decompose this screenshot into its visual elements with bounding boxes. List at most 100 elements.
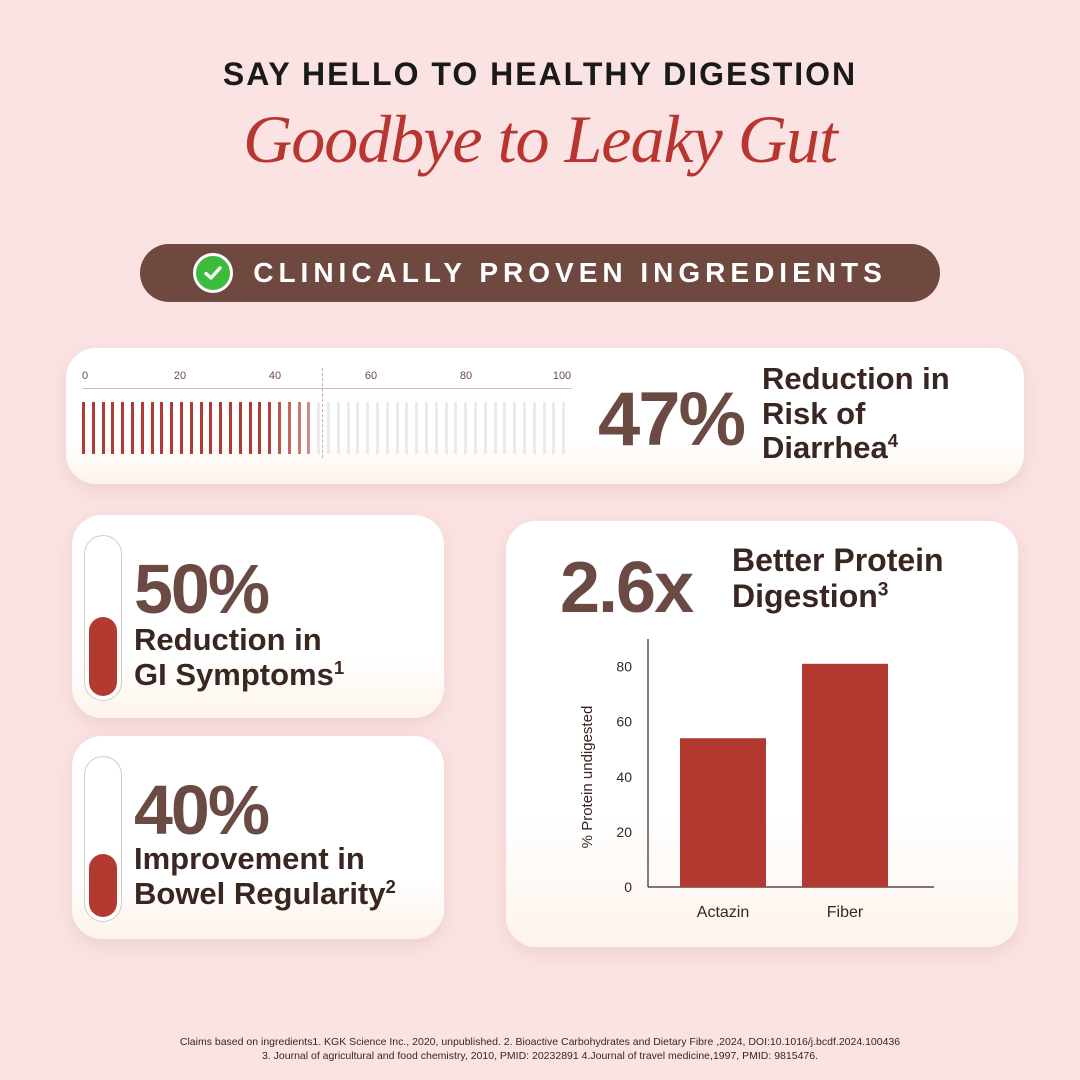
diarrhea-stat-description: Reduction in Risk of Diarrhea4 [762,361,950,466]
percent-tick [91,402,95,454]
desc-line: Reduction in [762,361,950,396]
percent-tick [434,402,438,454]
desc-line: GI Symptoms1 [134,656,345,693]
bar-actazin [680,738,766,887]
desc-line: Digestion3 [732,577,944,615]
desc-line: Better Protein [732,542,944,578]
y-axis-label: % Protein undigested [579,706,596,849]
reference-number: 2 [385,875,396,897]
percent-tick [542,402,546,454]
reference-number: 4 [887,430,899,452]
percent-tick-bar [82,402,572,454]
x-tick-label: Fiber [827,904,864,921]
desc-line: Risk of [762,395,866,431]
percent-tick [425,402,428,454]
y-tick-label: 20 [616,824,632,840]
scale-marker [322,368,323,458]
percent-tick [170,402,174,454]
percent-tick [121,402,125,454]
percent-tick [552,402,556,454]
y-tick-label: 60 [616,714,632,730]
percent-tick [82,402,85,454]
footnote-line: 3. Journal of agricultural and food chem… [261,1049,819,1062]
y-tick-label: 40 [616,769,632,785]
percent-tick [258,402,262,454]
bowel-level-gauge [84,756,122,922]
badge-label: CLINICALLY PROVEN INGREDIENTS [253,257,887,288]
percent-tick [268,402,272,454]
percent-tick [101,402,105,454]
desc-line: Bowel Regularity2 [134,875,396,912]
scale-label: 80 [459,370,473,382]
percent-tick [111,402,115,454]
percent-tick [219,402,223,454]
percent-tick [503,402,507,454]
clinically-proven-badge: CLINICALLY PROVEN INGREDIENTS [140,244,940,302]
percent-scale-labels: 0 20 40 60 80 100 [66,370,626,386]
footnote-line: Claims based on ingredients1. KGK Scienc… [179,1036,901,1048]
percent-tick [454,402,458,454]
scale-label: 0 [81,370,89,382]
desc-line: Reduction in [134,622,322,657]
scale-label: 20 [173,370,187,382]
percent-tick [248,402,252,454]
desc-text: Bowel Regularity [134,875,386,911]
percent-tick [131,402,134,454]
desc-text: Diarrhea [762,430,888,466]
y-tick-label: 0 [624,879,632,895]
percent-tick [150,402,154,454]
percent-tick [366,402,370,454]
headline: Goodbye to Leaky Gut [243,101,838,177]
percent-tick [238,402,242,454]
scale-label: 40 [268,370,282,382]
bowel-stat-description: Improvement in Bowel Regularity2 [134,841,396,912]
percent-tick [532,402,536,454]
desc-text: GI Symptoms [134,656,334,692]
percent-tick [199,402,203,454]
scale-label: 60 [364,370,378,382]
reference-number: 1 [333,656,345,678]
percent-tick [444,402,448,454]
percent-tick [327,402,330,454]
percent-tick [297,402,301,454]
diarrhea-stat-card: 0 20 40 60 80 100 47% Reduction in Risk … [66,348,1024,484]
footnotes: Claims based on ingredients1. KGK Scienc… [0,1036,1080,1063]
percent-tick [317,402,321,454]
protein-bar-chart: % Protein undigested 0 20 40 60 80 Actazin Fib… [579,639,934,921]
scale-line [82,388,572,389]
gi-stat-card: 50% Reduction in GI Symptoms1 [72,515,444,718]
bowel-stat-card: 40% Improvement in Bowel Regularity2 [72,736,444,939]
percent-tick [464,402,468,454]
y-tick-label: 80 [616,659,632,675]
percent-tick [474,402,477,454]
x-tick-label: Actazin [697,904,749,921]
protein-stat-value: 2.6x [560,548,694,628]
desc-text: Digestion [732,577,878,614]
check-circle-icon [193,253,234,293]
gi-stat-value: 50% [134,550,270,628]
desc-line: Diarrhea4 [762,431,950,466]
percent-tick [523,402,526,454]
gi-stat-description: Reduction in GI Symptoms1 [134,622,345,693]
protein-stat-card: 2.6x Better Protein Digestion3 % Protein… [506,521,1018,947]
desc-line: Improvement in [134,841,365,876]
percent-tick [278,402,281,454]
reference-number: 3 [877,579,889,601]
percent-tick [493,402,497,454]
diarrhea-stat-value: 47% [598,377,746,462]
percent-tick [483,402,487,454]
percent-tick [209,402,213,454]
percent-tick [385,402,389,454]
percent-tick [513,402,517,454]
gi-level-gauge [84,535,122,701]
kicker-heading: SAY HELLO TO HEALTHY DIGESTION [222,56,858,92]
scale-label: 100 [552,370,572,382]
gauge-fill [89,617,117,696]
percent-tick [140,402,144,454]
percent-tick [346,402,350,454]
gauge-fill [89,853,117,917]
percent-tick [160,402,164,454]
percent-tick [336,402,340,454]
bar-fiber [802,663,888,887]
percent-tick [356,402,360,454]
